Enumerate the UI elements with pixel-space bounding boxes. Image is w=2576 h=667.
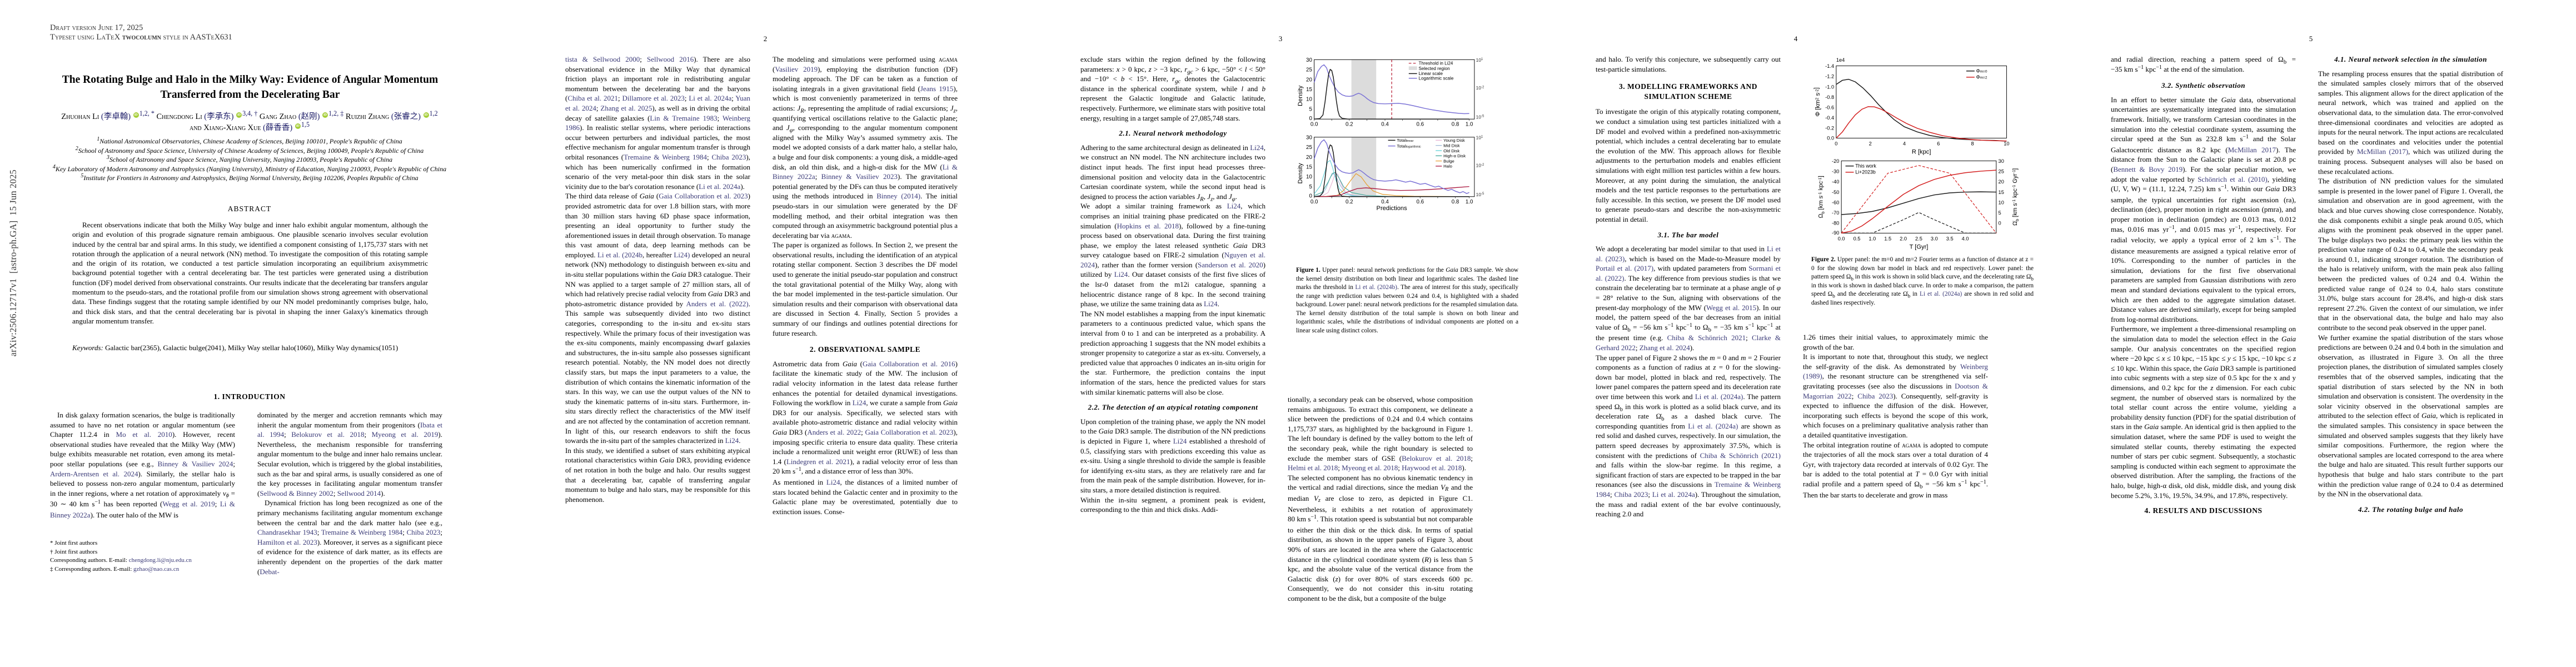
svg-text:4.0: 4.0 — [1962, 236, 1969, 241]
svg-text:Totallogarithmic: Totallogarithmic — [1397, 143, 1421, 148]
svg-text:0.8: 0.8 — [1452, 199, 1459, 205]
svg-text:T [Gyr]: T [Gyr] — [1910, 243, 1929, 250]
svg-text:0.0: 0.0 — [1827, 135, 1834, 141]
svg-text:2.5: 2.5 — [1915, 236, 1922, 241]
svg-text:25: 25 — [1999, 169, 2004, 175]
svg-text:-60: -60 — [1832, 200, 1839, 205]
svg-text:0.8: 0.8 — [1452, 121, 1459, 127]
svg-text:1.5: 1.5 — [1884, 236, 1891, 241]
svg-text:10-2: 10-2 — [1476, 163, 1484, 168]
svg-text:-30: -30 — [1832, 169, 1839, 175]
svg-text:Density: Density — [1297, 163, 1304, 184]
svg-text:Selected region: Selected region — [1418, 66, 1449, 71]
svg-text:-80: -80 — [1832, 221, 1839, 226]
svg-text:20: 20 — [1999, 179, 2004, 185]
svg-text:Logarithmic scale: Logarithmic scale — [1418, 76, 1453, 81]
svg-text:Bulge: Bulge — [1443, 158, 1454, 163]
svg-text:Ωb [km s-1 kpc-1]: Ωb [km s-1 kpc-1] — [1817, 176, 1826, 218]
svg-text:4: 4 — [1903, 141, 1906, 146]
svg-text:Old Disk: Old Disk — [1443, 148, 1459, 153]
svg-text:10-2: 10-2 — [1476, 85, 1484, 91]
svg-text:10: 10 — [1999, 200, 2004, 205]
svg-text:10: 10 — [1306, 174, 1312, 180]
svg-text:5: 5 — [1309, 184, 1312, 190]
svg-text:0.2: 0.2 — [1346, 199, 1353, 205]
svg-text:0.5: 0.5 — [1853, 236, 1861, 241]
svg-text:15: 15 — [1306, 165, 1312, 171]
svg-text:Totallinear: Totallinear — [1397, 138, 1413, 143]
svg-text:6: 6 — [1937, 141, 1940, 146]
svg-text:-0.8: -0.8 — [1825, 94, 1834, 100]
svg-text:25: 25 — [1306, 145, 1312, 151]
svg-text:0.4: 0.4 — [1381, 199, 1389, 205]
svg-text:-1.4: -1.4 — [1825, 63, 1834, 69]
svg-text:-90: -90 — [1832, 230, 1839, 236]
svg-text:R [kpc]: R [kpc] — [1912, 148, 1931, 155]
svg-text:-20: -20 — [1832, 158, 1839, 164]
svg-text:High-α Disk: High-α Disk — [1443, 153, 1466, 158]
svg-text:0.0: 0.0 — [1311, 199, 1318, 205]
svg-text:3.0: 3.0 — [1931, 236, 1938, 241]
svg-text:30: 30 — [1306, 135, 1312, 141]
svg-text:20: 20 — [1306, 77, 1312, 83]
svg-text:5: 5 — [1309, 106, 1312, 112]
svg-text:10-5: 10-5 — [1476, 192, 1484, 197]
svg-text:-0.4: -0.4 — [1825, 115, 1834, 121]
svg-text:2: 2 — [1869, 141, 1872, 146]
svg-text:8: 8 — [1971, 141, 1974, 146]
svg-text:Li+2023b: Li+2023b — [1855, 170, 1876, 175]
svg-text:15: 15 — [1306, 87, 1312, 93]
svg-text:Φm=0: Φm=0 — [1976, 68, 1987, 74]
svg-text:0.0: 0.0 — [1311, 121, 1318, 127]
svg-text:-50: -50 — [1832, 190, 1839, 195]
svg-text:0.0: 0.0 — [1838, 236, 1845, 241]
svg-text:-0.2: -0.2 — [1825, 126, 1834, 131]
svg-text:101: 101 — [1476, 135, 1483, 141]
svg-text:10: 10 — [1306, 97, 1312, 103]
svg-text:30: 30 — [1306, 57, 1312, 63]
svg-text:30: 30 — [1999, 158, 2004, 164]
svg-text:0.6: 0.6 — [1416, 199, 1424, 205]
svg-text:Density: Density — [1297, 85, 1304, 106]
svg-text:0: 0 — [1835, 141, 1837, 146]
svg-text:-40: -40 — [1832, 179, 1839, 185]
svg-text:3.5: 3.5 — [1946, 236, 1954, 241]
svg-text:-1.0: -1.0 — [1825, 84, 1834, 89]
svg-text:0.2: 0.2 — [1346, 121, 1353, 127]
svg-text:Φm=2: Φm=2 — [1976, 74, 1987, 80]
svg-text:Predictions: Predictions — [1377, 205, 1408, 212]
svg-text:1.0: 1.0 — [1869, 236, 1876, 241]
svg-text:-1.2: -1.2 — [1825, 74, 1834, 79]
svg-text:-0.6: -0.6 — [1825, 104, 1834, 110]
svg-text:101: 101 — [1476, 57, 1483, 63]
svg-text:0.6: 0.6 — [1416, 121, 1424, 127]
svg-text:20: 20 — [1306, 155, 1312, 161]
svg-text:Threshold in Li24: Threshold in Li24 — [1418, 61, 1453, 66]
svg-text:2.0: 2.0 — [1900, 236, 1907, 241]
svg-text:15: 15 — [1999, 190, 2004, 195]
svg-text:5: 5 — [1999, 210, 2001, 216]
svg-text:0: 0 — [1999, 221, 2001, 226]
svg-text:This work: This work — [1855, 163, 1876, 168]
svg-text:0.4: 0.4 — [1381, 121, 1389, 127]
svg-text:Halo: Halo — [1443, 164, 1452, 169]
svg-text:1.0: 1.0 — [1466, 121, 1473, 127]
svg-text:1e4: 1e4 — [1836, 57, 1845, 63]
svg-text:25: 25 — [1306, 67, 1312, 73]
svg-text:Mid Disk: Mid Disk — [1443, 143, 1460, 148]
svg-text:10-5: 10-5 — [1476, 114, 1484, 120]
svg-text:Ω̇b [km s-1 kpc-1 Gyr-1]: Ω̇b [km s-1 kpc-1 Gyr-1] — [2011, 168, 2020, 226]
svg-text:Φ [km2 s-2]: Φ [km2 s-2] — [1813, 87, 1821, 116]
svg-text:1.0: 1.0 — [1466, 199, 1473, 205]
svg-text:Young Disk: Young Disk — [1443, 138, 1465, 143]
svg-text:10: 10 — [2004, 141, 2009, 146]
svg-text:-70: -70 — [1832, 210, 1839, 216]
